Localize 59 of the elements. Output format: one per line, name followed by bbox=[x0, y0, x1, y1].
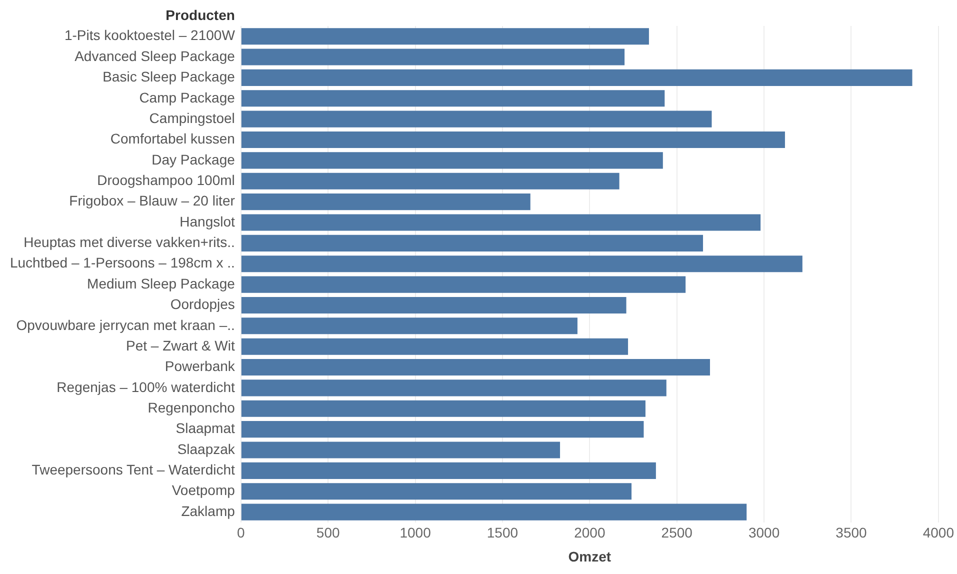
bar bbox=[241, 152, 663, 169]
y-tick-label: Luchtbed – 1-Persoons – 198cm x .. bbox=[10, 254, 235, 271]
bar bbox=[241, 214, 761, 231]
y-tick-label: Heuptas met diverse vakken+rits.. bbox=[24, 234, 235, 250]
y-tick-label: Oordopjes bbox=[170, 296, 235, 312]
y-tick-label: Basic Sleep Package bbox=[102, 68, 236, 85]
x-tick-label: 3000 bbox=[748, 524, 780, 541]
y-tick-label: Campingstoel bbox=[149, 110, 235, 126]
x-tick-label: 500 bbox=[316, 524, 340, 541]
x-tick-label: 2500 bbox=[661, 524, 693, 541]
x-tick-label: 1000 bbox=[400, 524, 432, 541]
bar bbox=[241, 380, 666, 396]
bar bbox=[241, 318, 578, 334]
y-tick-label: 1-Pits kooktoestel – 2100W bbox=[64, 27, 236, 44]
bar bbox=[241, 400, 646, 417]
y-tick-label: Advanced Sleep Package bbox=[74, 48, 236, 64]
y-tick-label: Frigobox – Blauw – 20 liter bbox=[69, 192, 236, 209]
bar bbox=[241, 28, 649, 45]
bar bbox=[241, 69, 912, 86]
y-tick-label: Voetpomp bbox=[172, 482, 236, 498]
x-tick-label: 3500 bbox=[836, 524, 868, 541]
y-tick-label: Slaapzak bbox=[177, 440, 236, 457]
bar bbox=[241, 421, 644, 438]
y-tick-label: Comfortabel kussen bbox=[110, 130, 235, 147]
y-tick-label: Powerbank bbox=[164, 358, 236, 374]
bar bbox=[241, 338, 628, 355]
y-tick-label: Regenjas – 100% waterdicht bbox=[56, 378, 236, 395]
x-tick-label: 0 bbox=[237, 524, 246, 541]
x-tick-label: 1500 bbox=[486, 524, 518, 541]
bar bbox=[241, 90, 665, 107]
bar bbox=[241, 256, 802, 272]
bar bbox=[241, 483, 632, 500]
bar bbox=[241, 442, 560, 458]
x-axis-title: Omzet bbox=[568, 548, 612, 564]
x-tick-label: 4000 bbox=[922, 524, 954, 541]
bar bbox=[241, 131, 785, 148]
bar bbox=[241, 276, 686, 293]
bar bbox=[241, 296, 626, 314]
bar bbox=[241, 48, 625, 66]
bar bbox=[241, 194, 530, 210]
y-tick-label: Camp Package bbox=[139, 89, 236, 106]
y-axis-title: Producten bbox=[166, 6, 235, 23]
x-tick-label: 2000 bbox=[574, 524, 606, 541]
bar bbox=[241, 359, 710, 376]
bar bbox=[241, 504, 747, 520]
bar bbox=[241, 462, 656, 479]
bar bbox=[241, 234, 704, 252]
y-tick-label: Hangslot bbox=[180, 213, 236, 230]
y-tick-label: Medium Sleep Package bbox=[87, 275, 236, 292]
y-tick-label: Day Package bbox=[152, 151, 236, 168]
y-tick-label: Droogshampoo 100ml bbox=[97, 172, 235, 188]
y-tick-label: Zaklamp bbox=[181, 502, 236, 519]
y-tick-label: Regenponcho bbox=[148, 400, 236, 416]
bar bbox=[241, 110, 712, 128]
y-tick-label: Slaapmat bbox=[176, 420, 236, 436]
y-tick-label: Tweepersoons Tent – Waterdicht bbox=[32, 462, 236, 478]
y-tick-label: Opvouwbare jerrycan met kraan –.. bbox=[16, 316, 235, 333]
y-tick-label: Pet – Zwart & Wit bbox=[126, 337, 236, 354]
bar bbox=[241, 172, 620, 190]
